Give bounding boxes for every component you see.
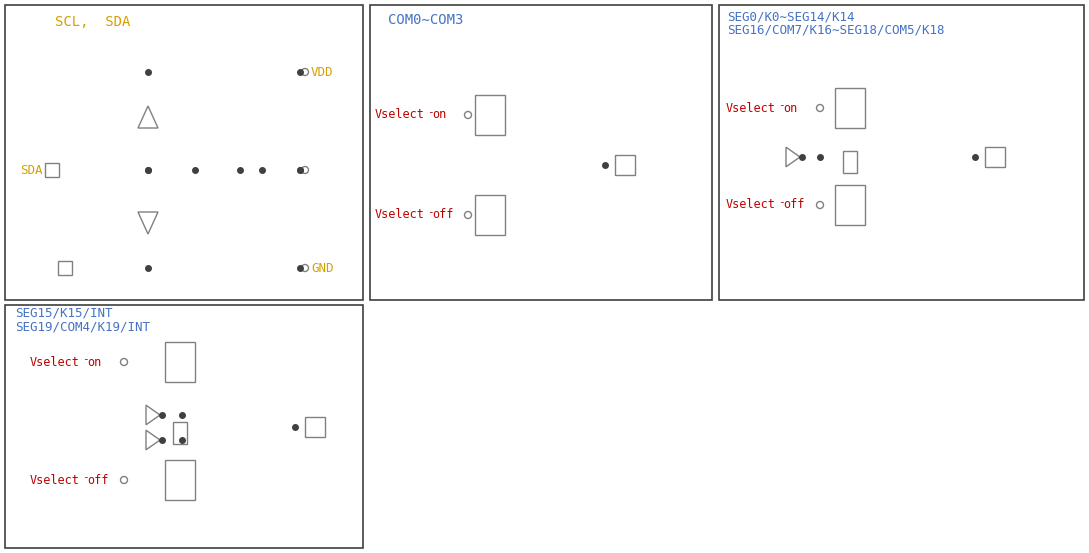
Text: SCL,  SDA: SCL, SDA [56,15,131,29]
Bar [166,460,195,500]
Bar [475,95,505,135]
Text: SEG15/K15/INT: SEG15/K15/INT [15,306,112,320]
Text: Vselect: Vselect [30,356,79,368]
Bar [719,5,1084,300]
Text: on: on [87,356,101,368]
Text: -: - [778,100,785,110]
Bar [835,185,865,225]
Text: on: on [783,102,797,114]
Text: SEG19/COM4/K19/INT: SEG19/COM4/K19/INT [15,321,150,333]
Text: GND: GND [311,262,333,274]
Bar [984,147,1005,167]
Bar [58,261,72,275]
Text: SDA: SDA [20,164,42,176]
Bar [475,195,505,235]
Text: off: off [432,208,453,222]
Text: -: - [82,472,88,482]
Text: -: - [427,207,433,217]
Text: -: - [778,197,785,207]
Text: off: off [87,473,109,487]
Bar [843,151,857,173]
Text: Vselect: Vselect [375,208,425,222]
Text: Vselect: Vselect [726,102,775,114]
Text: Vselect: Vselect [30,473,79,487]
Text: Vselect: Vselect [375,108,425,122]
Text: off: off [783,199,805,211]
Bar [615,155,635,175]
Bar [166,342,195,382]
Bar [5,5,363,300]
Bar [835,88,865,128]
Text: SEG0/K0∼SEG14/K14: SEG0/K0∼SEG14/K14 [727,11,855,23]
Text: Vselect: Vselect [726,199,775,211]
Text: on: on [432,108,446,122]
Text: COM0∼COM3: COM0∼COM3 [388,13,464,27]
Text: -: - [82,354,88,364]
Bar [370,5,712,300]
Text: -: - [427,107,433,117]
Bar [45,163,59,177]
Text: SEG16/COM7/K16∼SEG18/COM5/K18: SEG16/COM7/K16∼SEG18/COM5/K18 [727,23,944,36]
Bar [173,422,187,444]
Bar [5,305,363,548]
Bar [305,417,325,437]
Text: VDD: VDD [311,65,333,79]
